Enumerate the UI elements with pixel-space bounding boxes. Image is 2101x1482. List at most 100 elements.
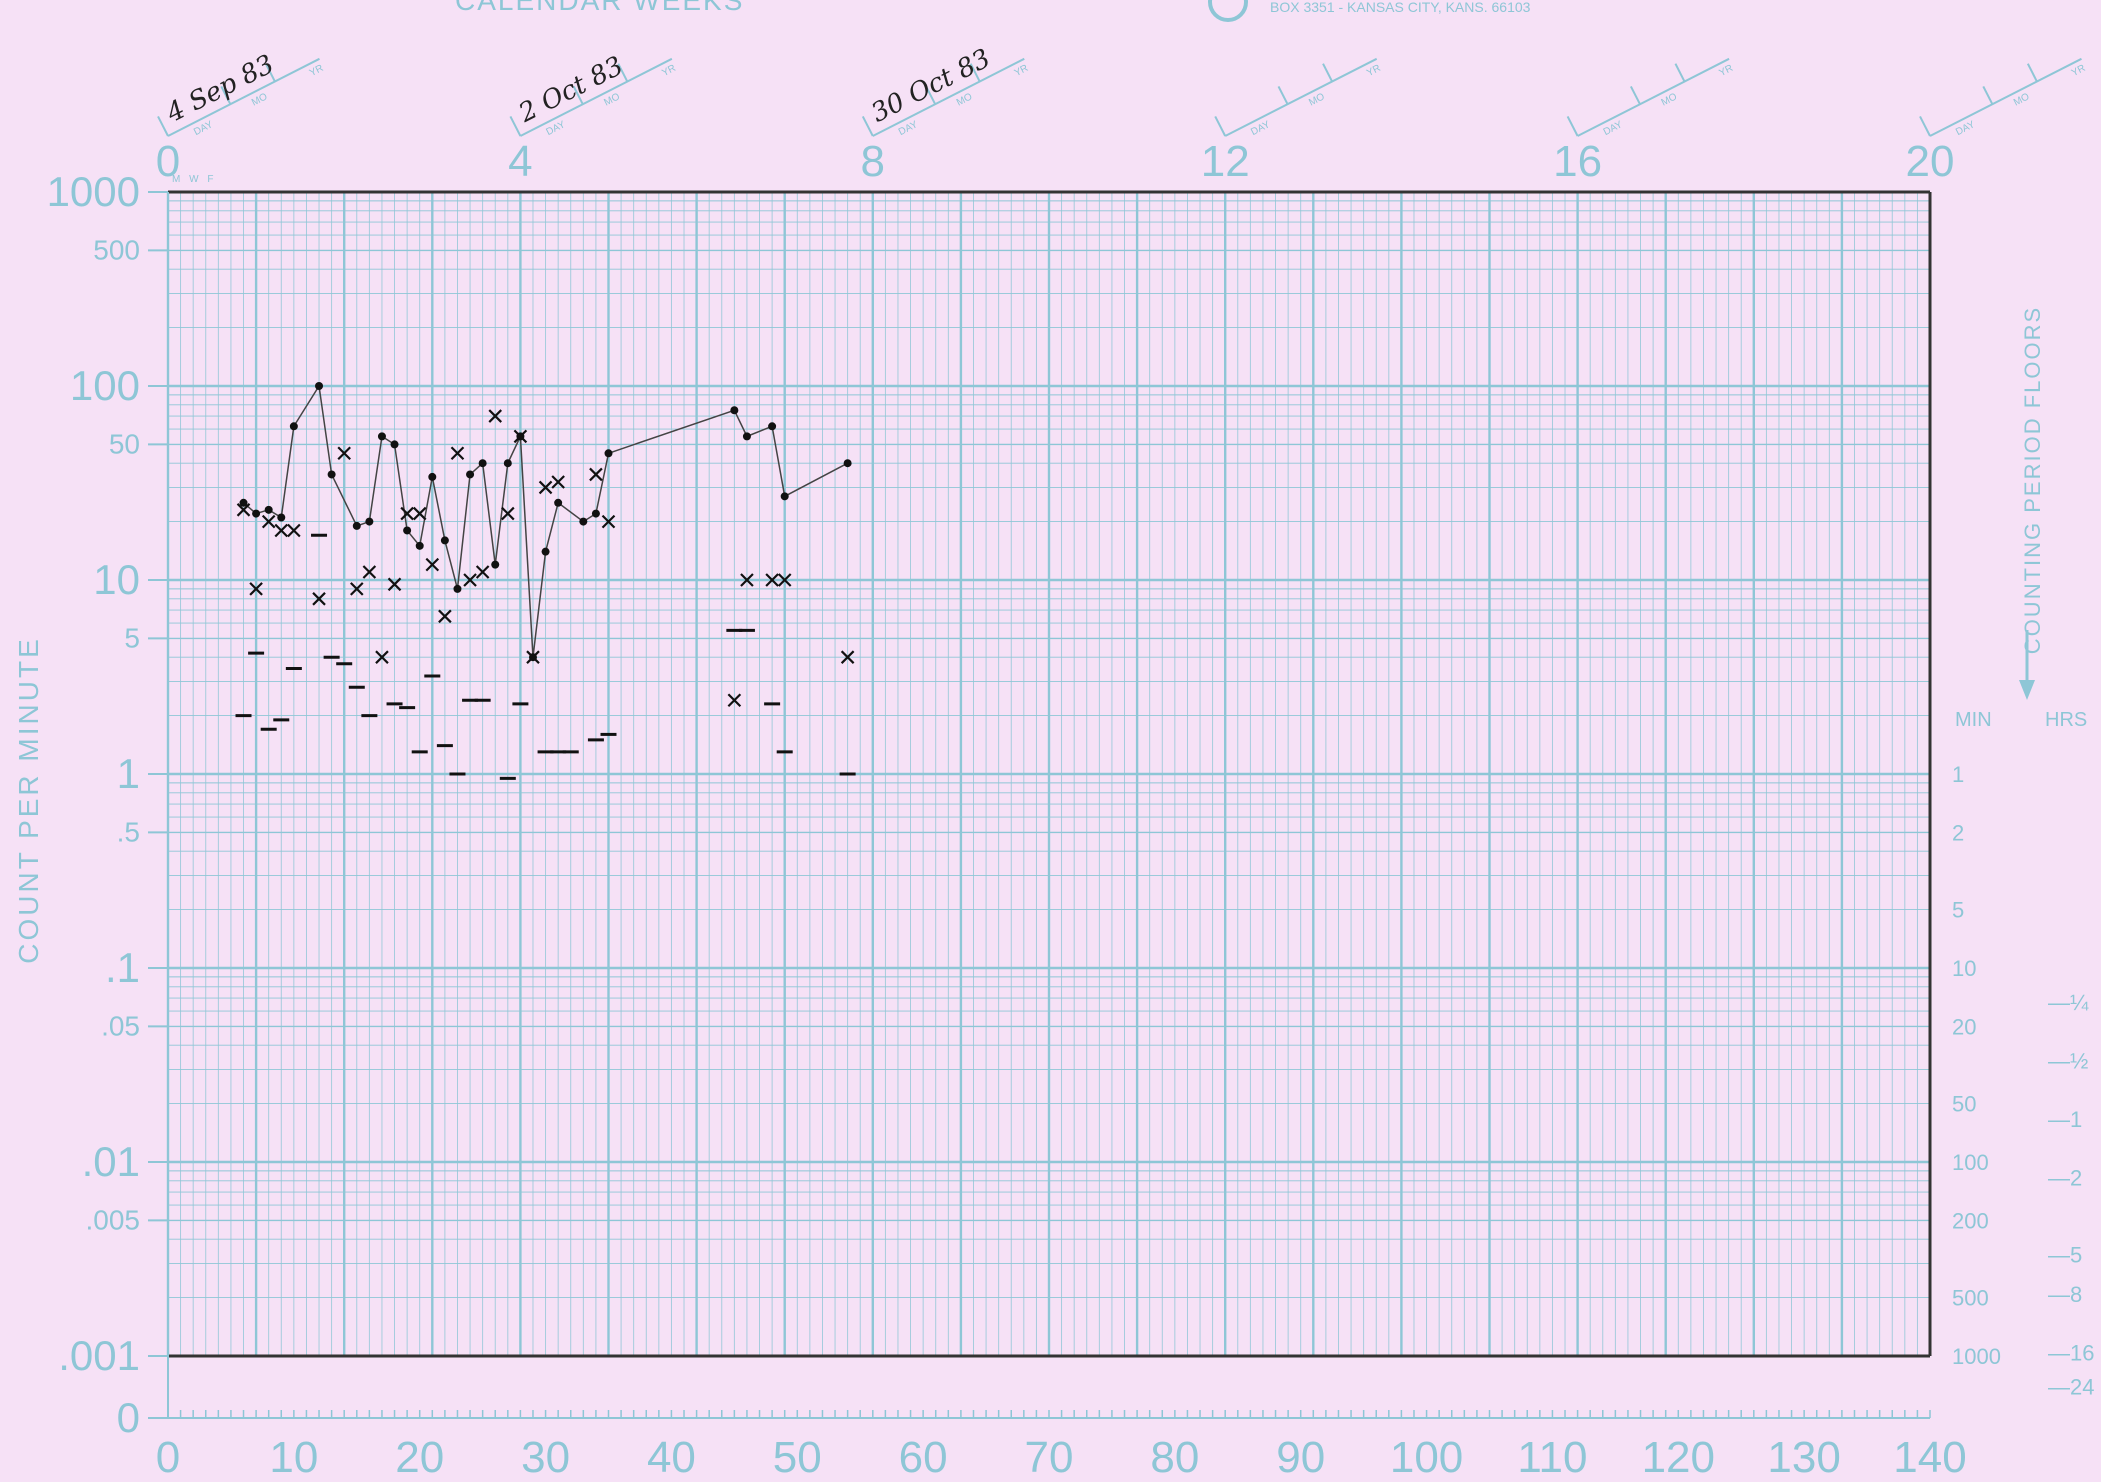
date-field-divider (925, 85, 937, 105)
date-slot-tick (1566, 115, 1579, 137)
data-point-dot (503, 459, 512, 468)
right-min-tick-label: 5 (1952, 898, 1964, 923)
y-tick-label: 500 (93, 234, 140, 265)
data-point-dot (415, 541, 424, 550)
header-calendar-weeks: CALENDAR WEEKS (455, 0, 744, 16)
data-point-cross (438, 609, 452, 624)
data-point-dot (403, 526, 412, 535)
right-axis-hrs-header: HRS (2045, 709, 2087, 731)
data-point-cross (840, 650, 855, 664)
data-point-cross (400, 506, 414, 521)
data-point-dot (742, 432, 751, 441)
date-field-divider (572, 85, 584, 105)
y-tick-label: .05 (101, 1010, 140, 1041)
data-point-cross (740, 573, 754, 587)
data-point-cross (450, 446, 465, 461)
y-tick-label: .01 (82, 1138, 140, 1185)
x-tick-label: 60 (899, 1433, 948, 1482)
week-tick-label: 12 (1201, 137, 1250, 186)
data-point-cross (777, 573, 792, 587)
date-field-label: YR (1365, 63, 1382, 79)
right-min-tick-label: 2 (1952, 820, 1964, 845)
y-axis-label: COUNT PER MINUTE (13, 636, 44, 964)
right-min-tick-label: 500 (1952, 1286, 1989, 1311)
data-point-dot (491, 560, 500, 569)
data-point-cross (274, 523, 289, 538)
data-point-cross (463, 573, 477, 587)
date-field-label: YR (660, 63, 677, 79)
data-point-cross (362, 565, 377, 579)
date-field-divider (969, 63, 981, 82)
data-point-dot (780, 492, 789, 501)
y-tick-label: .001 (58, 1332, 140, 1379)
right-hrs-tick-label: —2 (2048, 1165, 2082, 1190)
data-point-dot (252, 509, 261, 518)
right-min-tick-label: 10 (1952, 956, 1976, 981)
data-point-cross (287, 523, 301, 538)
y-tick-label: 1 (117, 750, 140, 797)
data-point-dot (315, 382, 324, 390)
data-point-dot (768, 422, 777, 431)
data-point-cross (538, 480, 553, 495)
x-tick-label: 120 (1642, 1433, 1715, 1482)
data-point-cross (337, 446, 351, 461)
data-marks (235, 382, 856, 780)
right-min-tick-label: 50 (1952, 1092, 1976, 1117)
data-point-dot (579, 517, 588, 526)
data-point-dot (390, 440, 399, 449)
handwritten-date: 30 Oct 83 (867, 43, 996, 128)
x-tick-label: 30 (521, 1433, 570, 1482)
data-point-dot (541, 547, 550, 556)
data-point-dot (264, 505, 273, 514)
date-field-label: MO (955, 91, 975, 108)
data-point-cross (236, 503, 251, 517)
x-tick-label: 100 (1390, 1433, 1463, 1482)
date-slot-tick (1214, 115, 1227, 137)
date-slot-tick (861, 115, 874, 137)
date-field-divider (1674, 63, 1686, 82)
date-field-divider (2026, 63, 2038, 82)
data-point-cross (551, 475, 565, 489)
date-field-label: YR (308, 63, 325, 79)
data-point-cross (475, 565, 490, 579)
date-field-label: YR (2070, 63, 2087, 79)
data-point-dot (277, 513, 286, 522)
day-marks: M W F (172, 174, 216, 185)
x-tick-label: 50 (773, 1433, 822, 1482)
date-field-label: YR (1013, 63, 1030, 79)
date-slot-line (1224, 57, 1378, 137)
data-point-dot (466, 470, 475, 479)
y-tick-label: .1 (105, 944, 140, 991)
right-hrs-tick-label: —5 (2048, 1243, 2082, 1268)
right-min-tick-label: 100 (1952, 1150, 1989, 1175)
date-slot-line (872, 57, 1025, 137)
data-point-cross (589, 467, 603, 482)
x-tick-label: 40 (647, 1433, 696, 1482)
data-point-cross (526, 650, 540, 664)
data-point-cross (513, 429, 528, 444)
data-point-cross (765, 573, 779, 587)
date-field-divider (1629, 85, 1641, 105)
y-tick-label: 100 (70, 362, 140, 409)
date-field-divider (220, 85, 232, 105)
y-tick-label: 1000 (47, 168, 140, 215)
right-min-tick-label: 20 (1952, 1014, 1976, 1039)
date-field-divider (264, 63, 276, 82)
data-point-cross (375, 650, 389, 664)
date-slot-tick (157, 115, 169, 137)
date-slot-line (519, 57, 673, 137)
week-tick-label: 0 (156, 137, 180, 186)
data-point-dot (289, 422, 298, 431)
right-hrs-tick-label: —8 (2048, 1282, 2082, 1307)
week-tick-label: 4 (508, 137, 532, 186)
data-point-cross (350, 582, 364, 596)
data-point-cross (727, 693, 742, 708)
date-slot-line (167, 57, 320, 137)
y-tick-label: .005 (86, 1204, 141, 1235)
data-point-cross (412, 506, 427, 521)
